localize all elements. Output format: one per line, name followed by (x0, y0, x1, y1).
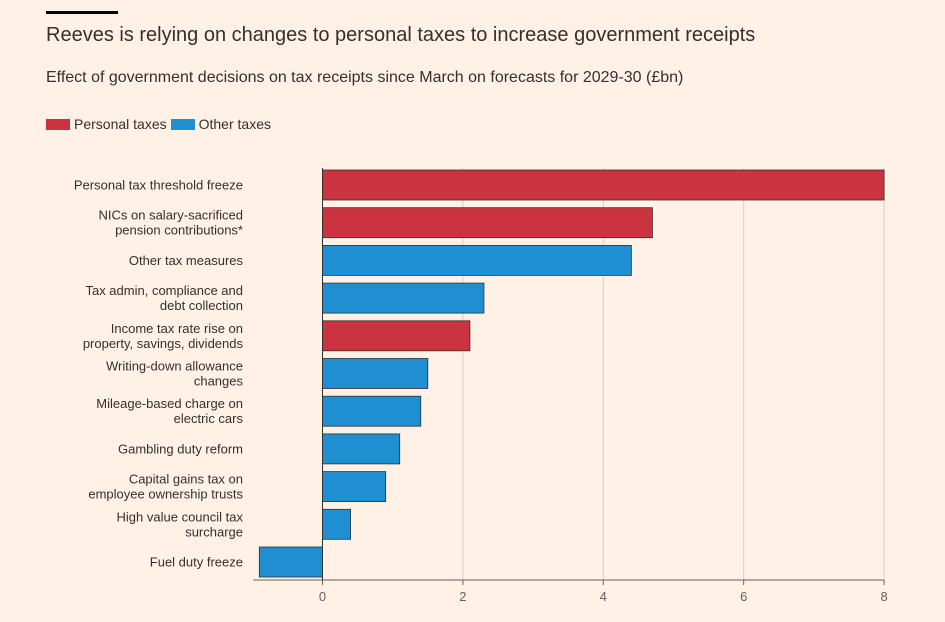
legend-swatch-other (170, 118, 195, 130)
category-label-line: property, savings, dividends (83, 336, 244, 351)
category-label-line: pension contributions* (115, 223, 243, 238)
category-label-line: Tax admin, compliance and (85, 283, 243, 298)
category-label-line: NICs on salary-sacrificed (99, 208, 244, 223)
category-label-line: employee ownership trusts (88, 487, 243, 502)
category-label-line: Personal tax threshold freeze (74, 178, 243, 193)
x-tick-label: 8 (880, 589, 887, 604)
bar-other (322, 508, 351, 540)
category-label-line: electric cars (174, 411, 244, 426)
category-label-line: High value council tax (117, 509, 244, 524)
category-label: NICs on salary-sacrificed pension contrib… (99, 208, 244, 238)
chart-title: Reeves is relying on changes to personal… (46, 24, 756, 46)
category-label-line: Income tax rate rise on (111, 321, 243, 336)
chart-subtitle: Effect of government decisions on tax re… (46, 69, 684, 86)
category-label: Fuel duty freeze (150, 555, 243, 570)
bar-other (322, 471, 387, 503)
x-tick-label: 2 (459, 589, 466, 604)
category-label-line: Other tax measures (129, 253, 244, 268)
x-tick-label: 6 (740, 589, 747, 604)
category-label-line: Fuel duty freeze (150, 555, 243, 570)
bar-other (322, 244, 632, 276)
category-label-line: Gambling duty reform (118, 441, 243, 456)
category-label: Income tax rate rise on property, savings… (83, 321, 244, 351)
bar-other (322, 282, 485, 314)
bar-other (258, 546, 323, 578)
bar-other (322, 433, 401, 465)
category-label-line: Mileage-based charge on (96, 396, 243, 411)
category-label: Gambling duty reform (118, 441, 243, 456)
legend-label-personal: Personal taxes (74, 116, 167, 132)
legend-item-personal: Personal taxes (46, 116, 167, 132)
category-label: Other tax measures (129, 253, 244, 268)
category-label-line: debt collection (160, 298, 243, 313)
legend-swatch-personal (46, 118, 70, 130)
x-tick-label: 0 (319, 589, 326, 604)
category-label: Capital gains tax on employee ownership t… (88, 472, 243, 502)
legend-label-other: Other taxes (198, 116, 271, 132)
ft-top-rule (46, 11, 118, 14)
category-label: Personal tax threshold freeze (74, 178, 243, 193)
category-label: Writing-down allowance changes (106, 359, 244, 389)
bar-personal (322, 169, 885, 201)
bar-other (322, 358, 429, 389)
bar-personal (322, 207, 653, 239)
category-label-line: Writing-down allowance (106, 359, 243, 374)
category-label: High value council tax surcharge (117, 509, 244, 539)
legend: Personal taxes Other taxes (46, 116, 275, 132)
category-label: Tax admin, compliance and debt collection (85, 283, 243, 313)
category-label: Mileage-based charge on electric cars (96, 396, 243, 426)
legend-item-other: Other taxes (170, 116, 271, 132)
bar-other (322, 395, 422, 427)
category-label-line: surcharge (185, 524, 243, 539)
bar-personal (322, 320, 471, 352)
category-label-line: changes (194, 374, 244, 389)
x-tick-label: 4 (600, 589, 607, 604)
category-label-line: Capital gains tax on (129, 472, 243, 487)
